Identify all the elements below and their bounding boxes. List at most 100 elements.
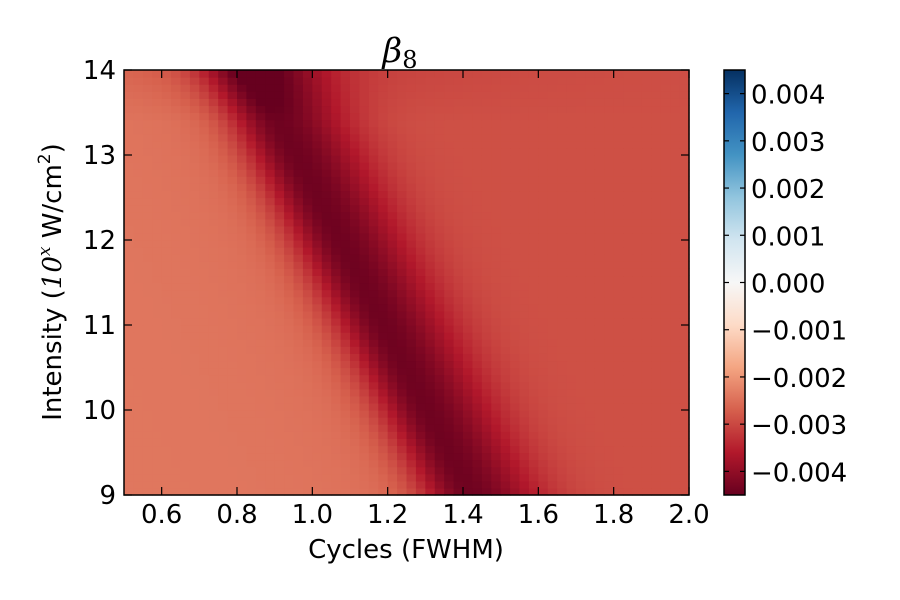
heatmap-cell [472, 388, 483, 397]
heatmap-cell [350, 211, 361, 220]
heatmap-cell [500, 438, 511, 447]
heatmap-cell [651, 119, 662, 128]
heatmap-cell [312, 112, 323, 121]
heatmap-cell [425, 119, 436, 128]
heatmap-cell [679, 466, 690, 475]
heatmap-cell [519, 204, 530, 213]
heatmap-cell [152, 452, 163, 461]
heatmap-cell [246, 395, 257, 404]
heatmap-cell [623, 388, 634, 397]
heatmap-cell [161, 254, 172, 262]
heatmap-cell [670, 303, 681, 312]
heatmap-cell [641, 317, 652, 326]
heatmap-cell [425, 240, 436, 248]
heatmap-cell [387, 360, 398, 369]
heatmap-cell [152, 388, 163, 397]
heatmap-cell [227, 339, 238, 347]
heatmap-cell [312, 218, 323, 227]
heatmap-cell [444, 452, 455, 461]
heatmap-cell [331, 98, 342, 107]
heatmap-cell [453, 310, 464, 319]
heatmap-cell [481, 466, 492, 475]
heatmap-cell [397, 247, 408, 255]
heatmap-cell [481, 204, 492, 213]
heatmap-cell [641, 261, 652, 269]
heatmap-cell [528, 445, 539, 454]
heatmap-cell [284, 438, 295, 447]
heatmap-cell [350, 183, 361, 192]
heatmap-cell [161, 147, 172, 156]
heatmap-cell [368, 289, 379, 298]
heatmap-cell [604, 77, 615, 85]
heatmap-cell [453, 240, 464, 248]
heatmap-cell [415, 119, 426, 128]
heatmap-cell [246, 133, 257, 142]
heatmap-cell [594, 240, 605, 248]
heatmap-cell [133, 169, 144, 177]
heatmap-cell [425, 332, 436, 340]
heatmap-cell [302, 381, 313, 390]
heatmap-cell [463, 374, 474, 383]
heatmap-cell [321, 77, 332, 85]
heatmap-cell [510, 360, 521, 369]
heatmap-cell [528, 183, 539, 192]
heatmap-cell [576, 225, 587, 234]
heatmap-cell [660, 261, 671, 269]
heatmap-cell [623, 431, 634, 439]
heatmap-cell [359, 126, 370, 135]
heatmap-cell [453, 155, 464, 163]
heatmap-cell [321, 197, 332, 206]
heatmap-cell [641, 70, 652, 78]
heatmap-cell [406, 77, 417, 85]
heatmap-cell [585, 480, 596, 489]
heatmap-cell [670, 452, 681, 461]
heatmap-cell [274, 296, 285, 305]
heatmap-cell [265, 417, 276, 425]
heatmap-cell [387, 211, 398, 220]
heatmap-cell [453, 388, 464, 397]
heatmap-cell [171, 140, 182, 149]
heatmap-cell [312, 317, 323, 326]
heatmap-cell [293, 459, 304, 468]
heatmap-cell [547, 240, 558, 248]
heatmap-cell [312, 438, 323, 447]
heatmap-cell [302, 254, 313, 262]
heatmap-cell [189, 381, 200, 390]
heatmap-cell [632, 317, 643, 326]
heatmap-cell [594, 289, 605, 298]
heatmap-cell [453, 105, 464, 114]
heatmap-cell [670, 417, 681, 425]
heatmap-cell [378, 98, 389, 107]
heatmap-cell [265, 367, 276, 376]
heatmap-cell [406, 473, 417, 482]
heatmap-cell [538, 374, 549, 383]
heatmap-cell [387, 473, 398, 482]
heatmap-cell [189, 289, 200, 298]
heatmap-cell [161, 190, 172, 199]
heatmap-cell [161, 176, 172, 184]
heatmap-cell [199, 487, 210, 496]
heatmap-cell [359, 105, 370, 114]
heatmap-cell [557, 218, 568, 227]
heatmap-cell [265, 473, 276, 482]
heatmap-cell [208, 445, 219, 454]
heatmap-cell [670, 176, 681, 184]
heatmap-cell [378, 190, 389, 199]
heatmap-cell [189, 119, 200, 128]
heatmap-cell [368, 225, 379, 234]
colorbar-tick-label: 0.003 [751, 128, 825, 158]
heatmap-cell [566, 388, 577, 397]
heatmap-cell [576, 459, 587, 468]
heatmap-cell [453, 402, 464, 411]
heatmap-cell [641, 162, 652, 170]
heatmap-cell [274, 176, 285, 184]
heatmap-cell [218, 466, 229, 475]
heatmap-cell [415, 402, 426, 411]
heatmap-cell [152, 487, 163, 496]
heatmap-cell [557, 466, 568, 475]
heatmap-cell [284, 480, 295, 489]
heatmap-cell [246, 353, 257, 362]
heatmap-cell [180, 126, 191, 135]
heatmap-cell [359, 289, 370, 298]
heatmap-cell [331, 303, 342, 312]
